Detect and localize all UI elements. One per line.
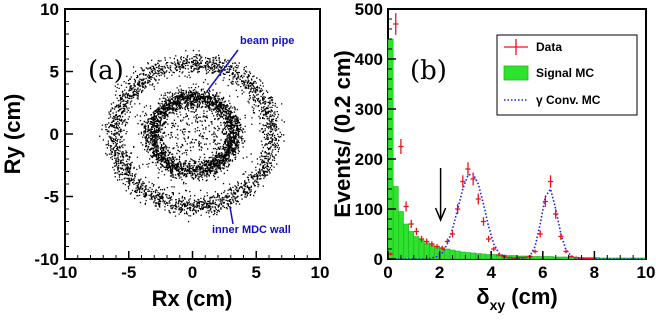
signal-mc-bar (594, 257, 600, 260)
signal-mc-bar (444, 248, 451, 260)
legend: Data Signal MC γ Conv. MC (496, 34, 638, 116)
histogram-y-tick-label: 200 (355, 150, 383, 169)
scatter-x-tick-label: 5 (252, 263, 261, 282)
scatter-x-tick-label: -10 (53, 263, 78, 282)
histogram-y-tick-label: 500 (355, 0, 383, 19)
signal-mc-bar (459, 251, 466, 260)
signal-mc-bar (392, 186, 399, 260)
signal-mc-bar (485, 254, 492, 260)
scatter-x-axis-label: Rx (cm) (152, 286, 233, 311)
panel-label-b: (b) (410, 56, 447, 86)
histogram-x-tick-label: 2 (435, 263, 444, 282)
legend-signal-swatch (503, 65, 529, 81)
signal-mc-bar (490, 254, 497, 260)
beam-pipe-arrow (207, 49, 239, 91)
legend-label-gamma-conv-mc: γ Conv. MC (536, 93, 601, 107)
legend-label-signal-mc: Signal MC (536, 66, 594, 80)
signal-mc-bar (418, 239, 425, 260)
signal-mc-bar (470, 252, 477, 260)
histogram-y-tick-label: 0 (374, 250, 383, 269)
histogram-x-tick-label: 4 (486, 263, 496, 282)
histogram-x-tick-label: 10 (637, 263, 656, 282)
signal-mc-bar (398, 211, 404, 260)
signal-mc-bar (563, 256, 569, 260)
scatter-y-tick-label: 0 (50, 125, 59, 144)
signal-mc-bar (547, 256, 554, 260)
scatter-y-tick-label: -5 (44, 188, 59, 207)
legend-symbol-data (504, 39, 528, 55)
gamma-conv-mc-curve (390, 173, 644, 260)
signal-mc-bar (557, 256, 564, 260)
histogram-y-tick-label: 300 (355, 100, 383, 119)
histogram-y-tick-label: 100 (355, 200, 383, 219)
signal-mc-bar (454, 250, 461, 260)
scatter-x-tick-label: 0 (188, 263, 197, 282)
scatter-ticks: -10-10 -5 -5 0 0 5 5 10 10 (34, 0, 329, 282)
mdc-wall-arrow (229, 206, 234, 225)
scatter-y-tick-label: 5 (50, 63, 59, 82)
scatter-y-tick-label: 10 (40, 0, 59, 19)
signal-mc-bar (542, 256, 549, 260)
histogram-y-axis-label: Events/ (0.2 cm) (330, 50, 355, 218)
scatter-y-axis-label: Ry (cm) (0, 94, 25, 175)
histogram-x-tick-label: 0 (383, 263, 392, 282)
histogram-x-tick-label: 8 (590, 263, 599, 282)
histogram-x-axis-label: δxy (cm) (476, 284, 557, 313)
signal-mc-bar (413, 236, 420, 260)
cut-arrow-head (434, 207, 447, 222)
cut-arrow (434, 168, 447, 222)
signal-mc-bar (537, 256, 544, 260)
annotation-inner-mdc-wall: inner MDC wall (212, 224, 291, 236)
legend-label-data: Data (536, 40, 562, 54)
signal-mc-bar (532, 256, 538, 260)
histogram-y-tick-label: 400 (355, 50, 383, 69)
x-label-main: δ (476, 284, 489, 309)
signal-mc-bar (465, 252, 471, 260)
histogram-x-tick-label: 6 (538, 263, 547, 282)
scatter-panel: -10-10 -5 -5 0 0 5 5 10 10 (a) beam pipe inner M… (0, 0, 329, 311)
scatter-x-tick-label: 10 (311, 263, 330, 282)
x-label-unit: (cm) (505, 284, 558, 309)
scatter-x-tick-label: -5 (121, 263, 136, 282)
signal-mc-bar (403, 223, 409, 260)
annotation-beam-pipe: beam pipe (240, 35, 294, 47)
scatter-y-tick-label: -10 (34, 250, 59, 269)
signal-mc-bar (480, 253, 487, 260)
data-points (388, 13, 595, 260)
legend-symbol-signal-mc (503, 65, 529, 81)
signal-mc-bar (408, 231, 415, 260)
panel-label-a: (a) (88, 56, 124, 86)
x-label-sub: xy (490, 297, 506, 313)
